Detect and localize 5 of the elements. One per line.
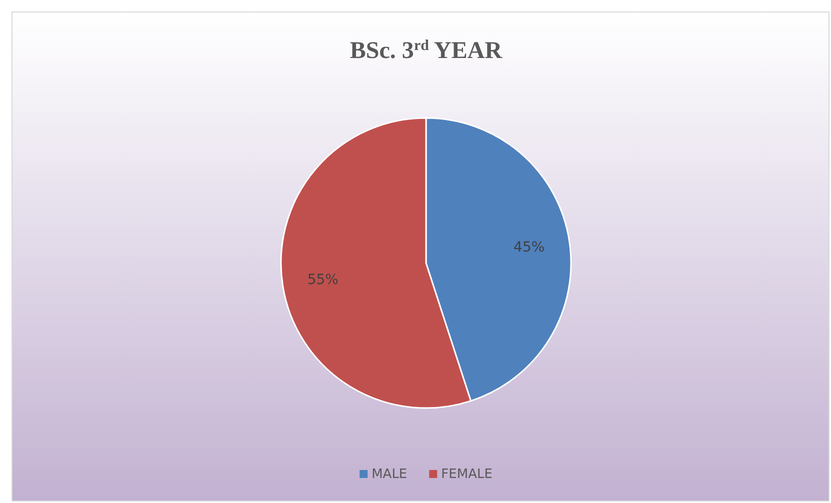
slice-label: FEMALE <box>441 467 492 482</box>
chart-title: BSc. 3$^{rd}$ YEAR <box>350 38 503 64</box>
legend-label: MALE <box>372 467 408 482</box>
data-label: 55% <box>307 272 338 288</box>
data-label: 45% <box>514 240 545 256</box>
